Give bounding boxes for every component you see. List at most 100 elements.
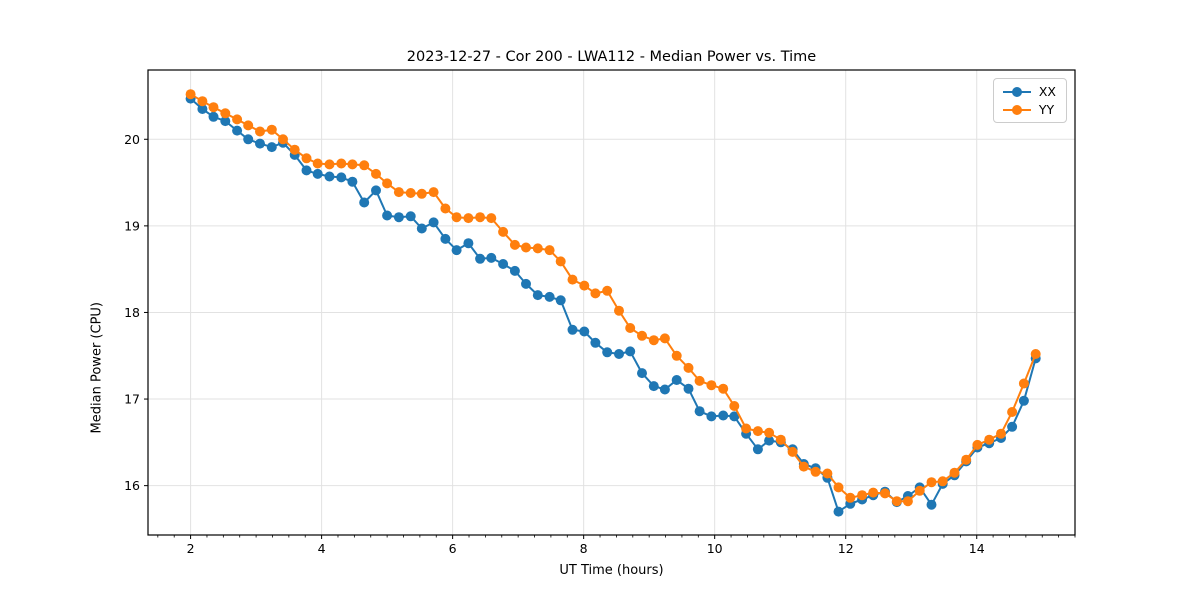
- data-point-xx: [266, 142, 277, 153]
- data-point-yy: [1030, 349, 1041, 359]
- data-point-xx: [1018, 395, 1029, 406]
- data-point-yy: [590, 288, 601, 299]
- data-point-xx: [486, 252, 497, 263]
- y-tick-label: 19: [124, 218, 140, 233]
- data-point-xx: [382, 210, 393, 221]
- data-point-xx: [371, 185, 381, 196]
- data-point-yy: [405, 188, 416, 198]
- data-point-yy: [243, 120, 254, 131]
- data-point-yy: [544, 245, 555, 256]
- data-point-xx: [451, 245, 462, 256]
- data-point-yy: [371, 168, 381, 179]
- data-point-xx: [232, 125, 243, 136]
- data-point-yy: [416, 188, 427, 199]
- data-point-yy: [359, 160, 370, 171]
- x-tick-label: 2: [187, 541, 195, 556]
- data-point-xx: [521, 278, 531, 289]
- data-point-yy: [1018, 378, 1029, 389]
- data-point-yy: [752, 426, 763, 437]
- data-point-xx: [359, 197, 370, 208]
- data-point-yy: [902, 496, 913, 507]
- data-point-yy: [868, 487, 879, 498]
- data-point-xx: [255, 138, 265, 149]
- data-point-yy: [579, 280, 590, 291]
- legend-item-yy[interactable]: YY: [1002, 102, 1056, 117]
- data-point-yy: [451, 212, 462, 223]
- legend-label-yy: YY: [1038, 102, 1055, 117]
- data-point-yy: [266, 124, 277, 135]
- data-point-yy: [637, 330, 647, 341]
- legend-item-xx[interactable]: XX: [1002, 84, 1056, 99]
- chart-title: 2023-12-27 - Cor 200 - LWA112 - Median P…: [406, 49, 817, 65]
- data-point-xx: [220, 116, 231, 127]
- data-point-xx: [648, 381, 659, 392]
- x-tick-label: 6: [449, 541, 457, 556]
- data-point-xx: [544, 291, 555, 302]
- data-point-yy: [498, 226, 509, 237]
- data-point-yy: [486, 213, 497, 224]
- x-tick-label: 4: [318, 541, 326, 556]
- data-point-yy: [440, 203, 451, 214]
- data-point-yy: [382, 178, 393, 189]
- data-point-xx: [463, 238, 474, 249]
- legend: XX YY: [992, 78, 1067, 123]
- data-point-yy: [891, 496, 902, 507]
- data-point-xx: [475, 253, 486, 264]
- data-point-yy: [185, 89, 196, 100]
- data-point-xx: [336, 172, 347, 183]
- data-point-yy: [602, 285, 613, 296]
- data-point-yy: [324, 159, 335, 170]
- x-tick-label: 10: [707, 541, 723, 556]
- data-point-xx: [764, 435, 775, 446]
- x-tick-label: 14: [969, 541, 985, 556]
- data-point-xx: [625, 346, 636, 357]
- data-point-yy: [694, 375, 705, 386]
- legend-label-xx: XX: [1038, 84, 1056, 99]
- data-point-yy: [880, 488, 890, 499]
- data-point-yy: [984, 434, 995, 445]
- data-point-xx: [555, 295, 566, 306]
- data-point-yy: [347, 159, 358, 170]
- data-point-yy: [521, 242, 531, 253]
- data-point-yy: [972, 439, 983, 450]
- data-point-xx: [718, 410, 729, 421]
- plot-frame: [147, 69, 1076, 536]
- yy-line-marker-swatch: [1002, 104, 1031, 115]
- data-point-yy: [509, 239, 520, 250]
- data-point-yy: [741, 423, 752, 434]
- data-point-yy: [232, 114, 243, 125]
- data-point-xx: [590, 337, 601, 348]
- data-point-yy: [775, 434, 786, 445]
- data-point-xx: [393, 212, 404, 223]
- data-point-yy: [822, 468, 833, 479]
- data-point-yy: [671, 350, 682, 361]
- data-point-xx: [243, 134, 254, 145]
- data-point-xx: [312, 168, 323, 179]
- series-line-yy: [189, 93, 1037, 503]
- y-tick-label: 16: [124, 478, 140, 493]
- data-point-yy: [625, 323, 636, 333]
- x-tick-label: 8: [580, 541, 588, 556]
- data-point-xx: [428, 217, 439, 228]
- data-point-yy: [289, 144, 300, 155]
- data-point-yy: [197, 96, 208, 107]
- data-point-yy: [810, 466, 821, 477]
- data-point-yy: [255, 126, 265, 137]
- data-point-xx: [694, 406, 705, 417]
- data-point-xx: [498, 259, 509, 269]
- data-point-xx: [637, 368, 647, 379]
- data-point-xx: [301, 165, 312, 176]
- data-point-xx: [208, 111, 219, 122]
- y-axis-label-text: Median Power (CPU): [89, 302, 104, 434]
- data-point-xx: [532, 290, 543, 301]
- data-point-yy: [787, 446, 798, 457]
- data-point-xx: [706, 411, 717, 422]
- data-point-yy: [961, 454, 972, 465]
- data-point-xx: [752, 444, 763, 455]
- data-point-xx: [416, 223, 427, 234]
- data-point-xx: [833, 506, 844, 517]
- data-point-xx: [324, 171, 335, 182]
- data-point-yy: [845, 492, 856, 503]
- y-tick-label: 20: [124, 132, 140, 147]
